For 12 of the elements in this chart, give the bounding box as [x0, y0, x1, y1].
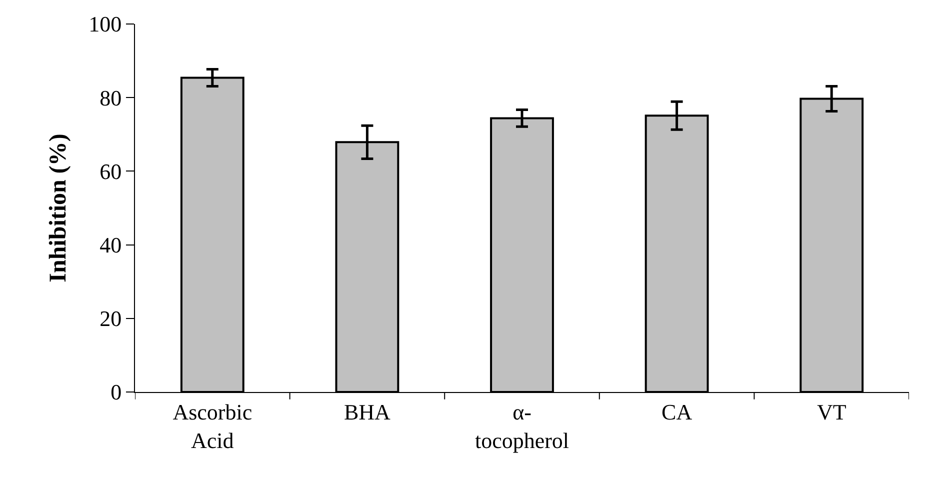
x-tick-label: Ascorbic Acid — [172, 399, 252, 453]
x-tick-label: CA — [662, 399, 692, 424]
y-tick-label: 100 — [88, 12, 122, 37]
y-tick-label: 60 — [100, 158, 122, 184]
y-axis-title: Inhibition (%) — [46, 134, 72, 282]
y-tick-label: 20 — [100, 306, 122, 332]
x-tick-label: α-tocopherol — [474, 399, 570, 453]
x-tick-label: VT — [816, 399, 847, 424]
y-tick-label: 0 — [110, 380, 122, 405]
y-tick-label: 40 — [100, 232, 122, 258]
y-tick-label: 80 — [100, 85, 122, 110]
x-tick-label: BHA — [344, 399, 391, 424]
